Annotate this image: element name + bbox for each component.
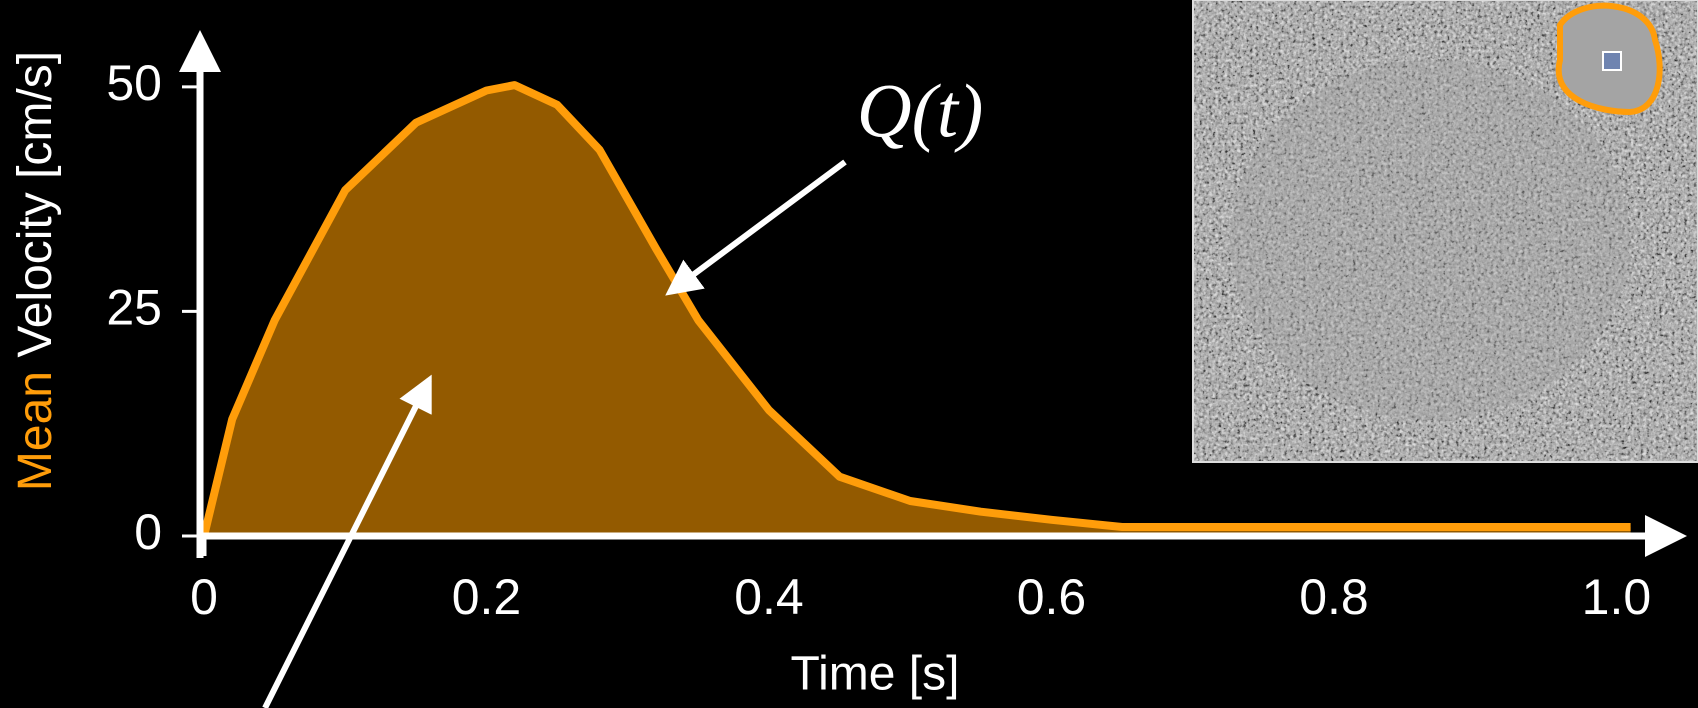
line — [200, 81, 1631, 537]
area — [204, 85, 1631, 536]
x-axis-label: Time [s] — [791, 648, 960, 701]
y-axis-label-text: Velocity [cm/s] — [9, 51, 62, 358]
annotation-arrow — [665, 159, 847, 296]
y-tick-label: 50 — [106, 55, 162, 111]
y-axis-label-highlight: Mean — [9, 371, 62, 491]
y-tick-label: 0 — [134, 504, 162, 560]
area-arrow — [262, 374, 432, 708]
y-tick-label: 25 — [106, 280, 162, 336]
inset-image — [1192, 0, 1698, 463]
x-tick-label: 0.4 — [734, 569, 804, 625]
x-tick-label: 0 — [190, 569, 218, 625]
x-tick-label: 0.6 — [1017, 569, 1087, 625]
x-tick-label: 0.2 — [452, 569, 522, 625]
y-axis-label: Mean Velocity [cm/s] — [9, 51, 62, 491]
annotation: Q(t) — [857, 69, 984, 153]
x-tick-label: 1.0 — [1582, 569, 1652, 625]
x-tick-label: 0.8 — [1299, 569, 1369, 625]
